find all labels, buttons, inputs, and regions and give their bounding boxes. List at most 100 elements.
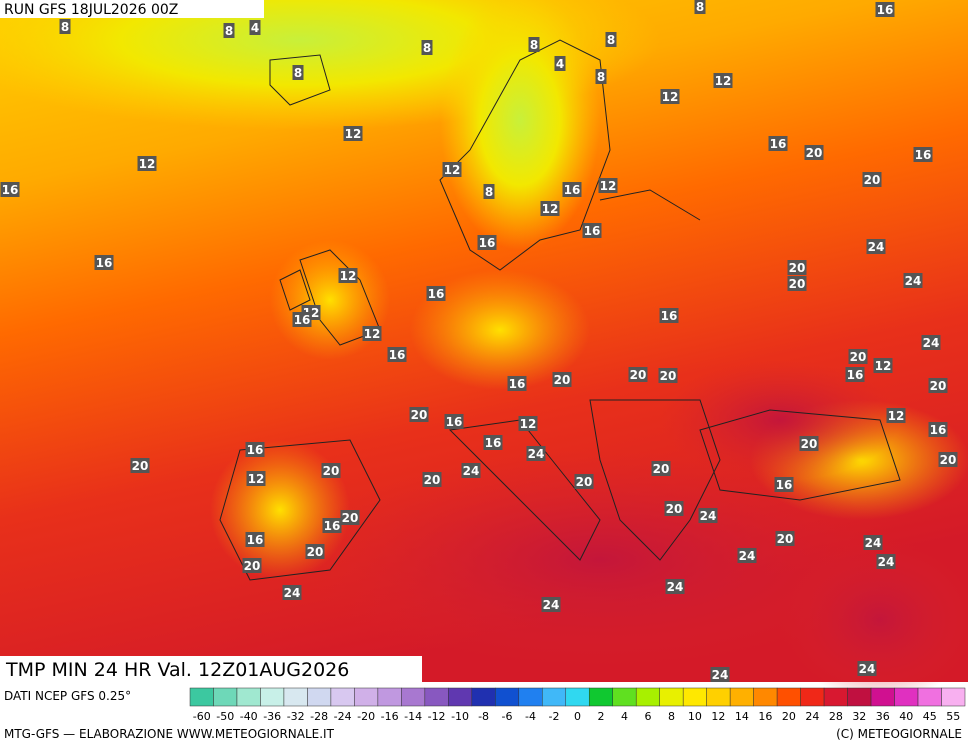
label-box	[886, 408, 906, 423]
map-value-label: 16	[776, 478, 793, 492]
colorbar-cell	[917, 687, 942, 707]
label-box	[863, 535, 883, 550]
colorbar-label: -10	[451, 710, 469, 723]
label-box	[775, 531, 795, 546]
label-box	[598, 178, 618, 193]
colorbar-cell	[941, 687, 966, 707]
colorbar-cell	[471, 687, 496, 707]
label-box	[660, 89, 680, 104]
map-value-label: 20	[630, 368, 647, 382]
label-box	[774, 477, 794, 492]
map-value-label: 24	[712, 668, 729, 682]
run-label: RUN GFS 18JUL2026 00Z	[4, 2, 178, 18]
map-value-label: 16	[428, 287, 445, 301]
colorbar-cell	[518, 687, 543, 707]
colorbar-cell	[307, 687, 332, 707]
map-value-label: 20	[777, 532, 794, 546]
label-box	[249, 20, 261, 35]
map-value-label: 16	[485, 436, 502, 450]
colorbar-label: -50	[216, 710, 234, 723]
colorbar-label: 28	[829, 710, 843, 723]
map-value-label: 12	[520, 417, 537, 431]
map-value-label: 20	[411, 408, 428, 422]
colorbar-label: 12	[711, 710, 725, 723]
map-value-label: 16	[247, 443, 264, 457]
colorbar-label: -6	[502, 710, 513, 723]
colorbar-cell	[354, 687, 379, 707]
map-value-label: 24	[923, 336, 940, 350]
label-box	[541, 597, 561, 612]
colorbar-label: -20	[357, 710, 375, 723]
footer-left: MTG-GFS — ELABORAZIONE WWW.METEOGIORNALE…	[4, 727, 335, 741]
label-box	[658, 368, 678, 383]
colorbar-label: 36	[876, 710, 890, 723]
map-value-label: 20	[660, 369, 677, 383]
colorbar-label: -32	[287, 710, 305, 723]
map-value-label: 24	[667, 580, 684, 594]
colorbar-label: 24	[805, 710, 819, 723]
colorbar-cell	[495, 687, 520, 707]
colorbar-cell	[542, 687, 567, 707]
map-value-label: 24	[905, 274, 922, 288]
map-value-label: 8	[61, 20, 69, 34]
colorbar-cell	[260, 687, 285, 707]
label-box	[421, 40, 433, 55]
map-value-label: 20	[323, 464, 340, 478]
colorbar-label: -4	[525, 710, 536, 723]
label-box	[282, 585, 302, 600]
colorbar-label: 45	[923, 710, 937, 723]
colorbar-cell	[565, 687, 590, 707]
label-box	[913, 147, 933, 162]
colorbar-cell	[823, 687, 848, 707]
map-value-label: 16	[324, 519, 341, 533]
colorbar-cell	[448, 687, 473, 707]
map-value-label: 16	[294, 313, 311, 327]
colorbar-label: 10	[688, 710, 702, 723]
label-box	[246, 471, 266, 486]
label-box	[737, 548, 757, 563]
colorbar-cell	[800, 687, 825, 707]
map-value-label: 12	[364, 327, 381, 341]
label-box	[444, 414, 464, 429]
map-value-label: 8	[696, 0, 704, 14]
map-value-label: 20	[653, 462, 670, 476]
label-box	[938, 452, 958, 467]
label-box	[799, 436, 819, 451]
label-box	[787, 276, 807, 291]
label-box	[582, 223, 602, 238]
label-box	[0, 182, 20, 197]
colorbar-cell	[424, 687, 449, 707]
map-value-label: 24	[878, 555, 895, 569]
footer-right: (C) METEOGIORNALE	[836, 727, 962, 741]
colorbar-label: 0	[574, 710, 581, 723]
label-box	[574, 474, 594, 489]
colorbar-label: -36	[263, 710, 281, 723]
colorbar-cell	[706, 687, 731, 707]
label-box	[903, 273, 923, 288]
colorbar-cell	[612, 687, 637, 707]
colorbar-label: 4	[621, 710, 628, 723]
map-value-label: 16	[247, 533, 264, 547]
colorbar-cell	[753, 687, 778, 707]
label-box	[426, 286, 446, 301]
label-box	[461, 463, 481, 478]
label-box	[665, 579, 685, 594]
colorbar-cell	[213, 687, 238, 707]
label-box	[340, 510, 360, 525]
label-box	[59, 19, 71, 34]
label-box	[713, 73, 733, 88]
map-value-label: 24	[859, 662, 876, 676]
colorbar-label: -40	[240, 710, 258, 723]
map-value-label: 24	[543, 598, 560, 612]
map-value-label: 20	[850, 350, 867, 364]
label-box	[292, 65, 304, 80]
label-box	[875, 2, 895, 17]
map-value-label: 20	[940, 453, 957, 467]
colorbar-cell	[236, 687, 261, 707]
label-box	[245, 442, 265, 457]
label-box	[242, 558, 262, 573]
label-box	[528, 37, 540, 52]
colorbar-label: 14	[735, 710, 749, 723]
map-value-label: 8	[597, 70, 605, 84]
map-value-label: 20	[864, 173, 881, 187]
